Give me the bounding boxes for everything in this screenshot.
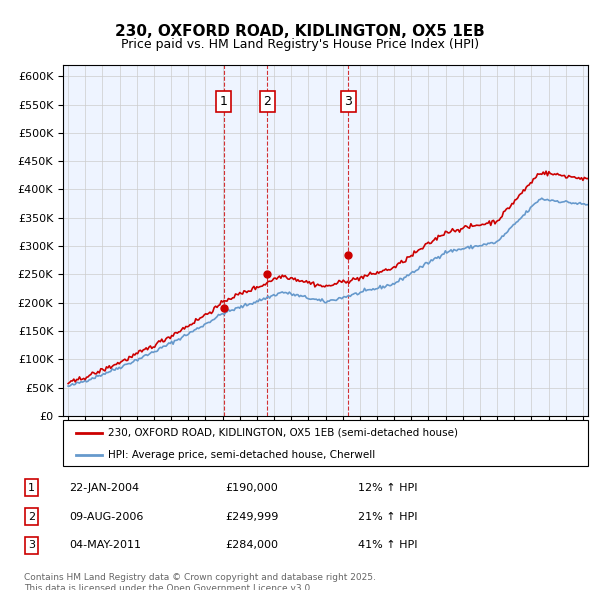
Text: 22-JAN-2004: 22-JAN-2004	[70, 483, 140, 493]
Text: £249,999: £249,999	[225, 512, 278, 522]
Text: HPI: Average price, semi-detached house, Cherwell: HPI: Average price, semi-detached house,…	[107, 450, 375, 460]
Text: 3: 3	[344, 95, 352, 108]
Text: 2: 2	[263, 95, 271, 108]
Text: Contains HM Land Registry data © Crown copyright and database right 2025.
This d: Contains HM Land Registry data © Crown c…	[24, 573, 376, 590]
Text: £190,000: £190,000	[225, 483, 278, 493]
Text: 1: 1	[28, 483, 35, 493]
Text: 230, OXFORD ROAD, KIDLINGTON, OX5 1EB (semi-detached house): 230, OXFORD ROAD, KIDLINGTON, OX5 1EB (s…	[107, 428, 458, 438]
Text: 09-AUG-2006: 09-AUG-2006	[70, 512, 144, 522]
Text: £284,000: £284,000	[225, 540, 278, 550]
Text: 230, OXFORD ROAD, KIDLINGTON, OX5 1EB: 230, OXFORD ROAD, KIDLINGTON, OX5 1EB	[115, 24, 485, 38]
FancyBboxPatch shape	[63, 420, 588, 466]
Text: 21% ↑ HPI: 21% ↑ HPI	[358, 512, 417, 522]
Text: 1: 1	[220, 95, 227, 108]
Text: 2: 2	[28, 512, 35, 522]
Text: Price paid vs. HM Land Registry's House Price Index (HPI): Price paid vs. HM Land Registry's House …	[121, 38, 479, 51]
Text: 04-MAY-2011: 04-MAY-2011	[70, 540, 142, 550]
Text: 41% ↑ HPI: 41% ↑ HPI	[358, 540, 417, 550]
Text: 3: 3	[28, 540, 35, 550]
Text: 12% ↑ HPI: 12% ↑ HPI	[358, 483, 417, 493]
